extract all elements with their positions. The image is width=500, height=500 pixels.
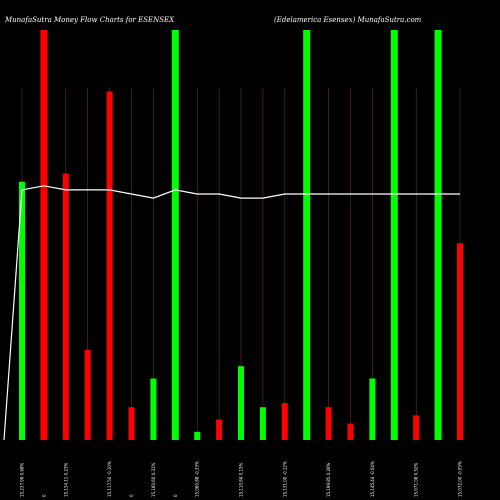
bar bbox=[259, 407, 266, 440]
x-tick-label: 15,199.85 0.26% bbox=[326, 462, 331, 497]
x-tick-label: 15,145.44 -0.54% bbox=[370, 461, 375, 497]
x-tick-label: 15,237.99 0.68% bbox=[20, 462, 25, 497]
bar bbox=[194, 431, 201, 440]
bar bbox=[106, 91, 113, 440]
bar bbox=[171, 30, 179, 440]
x-tick-label: 0 bbox=[173, 494, 178, 497]
x-tick-label: 15,110.84 0.15% bbox=[239, 462, 244, 497]
x-tick-label: 15,160.60 0.31% bbox=[151, 462, 156, 497]
line-layer bbox=[3, 185, 460, 441]
bar bbox=[325, 407, 332, 440]
bar bbox=[347, 423, 354, 440]
chart-title-right: (Edelamerica Esensex) MunafaSutra.com bbox=[274, 16, 422, 24]
tick-layer: 15,237.99 0.68% 0 15,134.11 0.23% 15,117.50… bbox=[20, 461, 463, 497]
bar bbox=[390, 30, 398, 440]
x-tick-label: 15,071.08 0.52% bbox=[414, 462, 419, 497]
bar bbox=[216, 419, 223, 440]
bar bbox=[62, 173, 69, 440]
x-tick-label: 15,134.11 0.23% bbox=[63, 462, 68, 497]
bar bbox=[150, 378, 157, 440]
bar bbox=[369, 378, 376, 440]
bar bbox=[413, 415, 420, 440]
x-tick-label: 0 bbox=[41, 494, 46, 497]
bar bbox=[128, 407, 135, 440]
bar bbox=[238, 366, 244, 440]
bar bbox=[84, 349, 91, 440]
bar bbox=[40, 30, 48, 440]
x-tick-label: 15,072.00 -0.05% bbox=[458, 461, 463, 497]
chart-title-left: MunafaSutra Money Flow Charts for ESENSE… bbox=[4, 16, 175, 24]
bar bbox=[281, 403, 288, 440]
bar bbox=[303, 30, 311, 440]
x-tick-label: 15,117.50 -0.10% bbox=[107, 461, 112, 497]
bar bbox=[19, 181, 25, 440]
x-tick-label: 0 bbox=[129, 494, 134, 497]
x-tick-label: 15,131.00 -0.12% bbox=[282, 461, 287, 497]
money-flow-line bbox=[3, 185, 460, 441]
x-tick-label: 15,060.88 -0.33% bbox=[195, 461, 200, 497]
bar-layer bbox=[19, 30, 463, 440]
bar bbox=[434, 30, 442, 440]
bar bbox=[457, 243, 463, 440]
